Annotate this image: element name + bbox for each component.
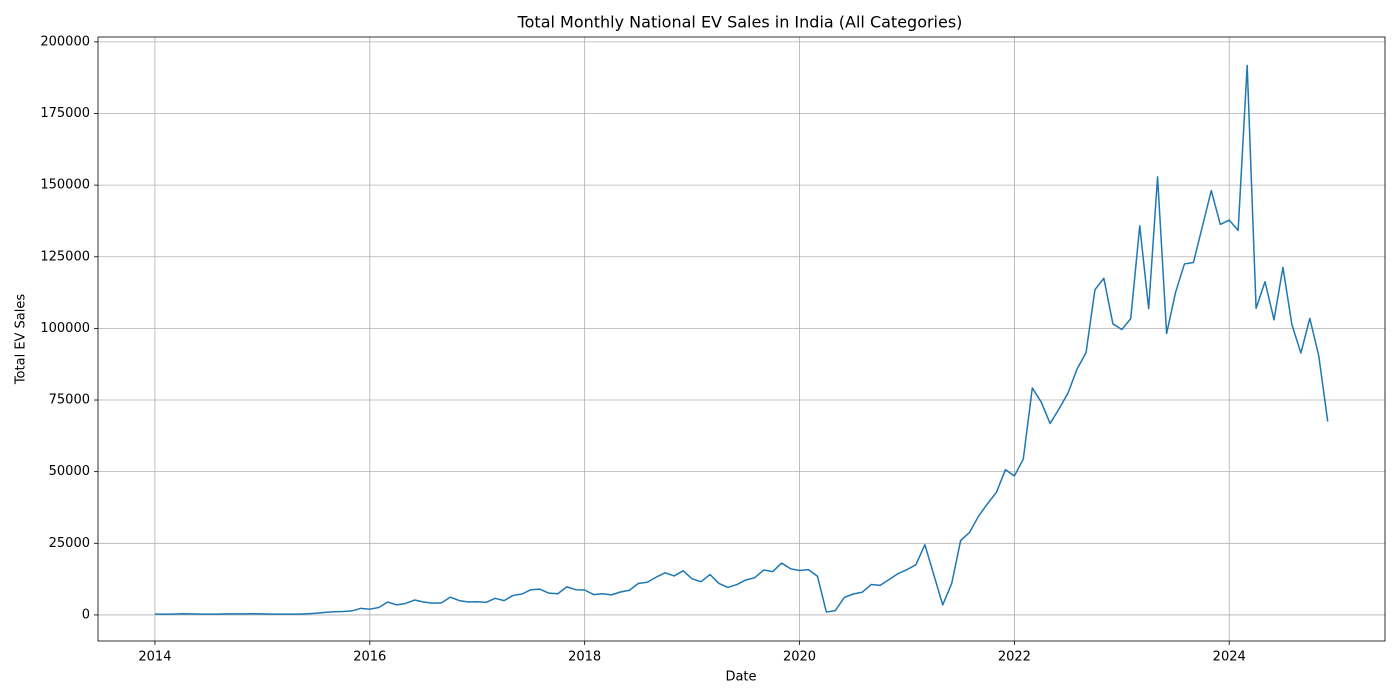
x-tick-label: 2020 xyxy=(783,650,816,665)
y-tick-label: 175000 xyxy=(40,106,90,121)
y-tick-label: 50000 xyxy=(49,464,90,479)
y-tick-label: 200000 xyxy=(40,34,90,49)
y-tick-label: 150000 xyxy=(40,178,90,193)
x-tick-label: 2016 xyxy=(353,650,386,665)
y-tick-label: 100000 xyxy=(40,321,90,336)
plot-frame xyxy=(97,36,1386,642)
x-tick-label: 2014 xyxy=(138,650,171,665)
x-tick-label: 2024 xyxy=(1213,650,1246,665)
y-tick-label: 25000 xyxy=(49,536,90,551)
y-tick-label: 0 xyxy=(82,607,90,622)
data-line xyxy=(154,64,1329,615)
y-axis-label: Total EV Sales xyxy=(14,294,29,386)
x-tick-label: 2022 xyxy=(998,650,1031,665)
plot-layer xyxy=(154,64,1329,615)
x-axis-label: Date xyxy=(725,670,756,685)
x-tick-label: 2018 xyxy=(568,650,601,665)
y-tick-label: 125000 xyxy=(40,249,90,264)
grid-layer xyxy=(98,37,1385,641)
y-tick-label: 75000 xyxy=(49,393,90,408)
chart-title: Total Monthly National EV Sales in India… xyxy=(517,13,963,32)
